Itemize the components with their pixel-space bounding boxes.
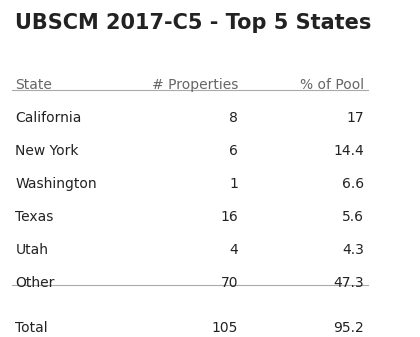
Text: Other: Other bbox=[15, 276, 55, 290]
Text: Total: Total bbox=[15, 321, 48, 335]
Text: 8: 8 bbox=[229, 111, 238, 125]
Text: 14.4: 14.4 bbox=[333, 144, 364, 158]
Text: 70: 70 bbox=[220, 276, 238, 290]
Text: 105: 105 bbox=[212, 321, 238, 335]
Text: Washington: Washington bbox=[15, 177, 97, 191]
Text: State: State bbox=[15, 78, 52, 92]
Text: 17: 17 bbox=[346, 111, 364, 125]
Text: New York: New York bbox=[15, 144, 79, 158]
Text: # Properties: # Properties bbox=[152, 78, 238, 92]
Text: Utah: Utah bbox=[15, 243, 48, 257]
Text: 95.2: 95.2 bbox=[333, 321, 364, 335]
Text: Texas: Texas bbox=[15, 210, 54, 224]
Text: UBSCM 2017-C5 - Top 5 States: UBSCM 2017-C5 - Top 5 States bbox=[15, 13, 372, 33]
Text: % of Pool: % of Pool bbox=[300, 78, 364, 92]
Text: 6: 6 bbox=[229, 144, 238, 158]
Text: 4.3: 4.3 bbox=[342, 243, 364, 257]
Text: 5.6: 5.6 bbox=[342, 210, 364, 224]
Text: 47.3: 47.3 bbox=[333, 276, 364, 290]
Text: 6.6: 6.6 bbox=[342, 177, 364, 191]
Text: 1: 1 bbox=[229, 177, 238, 191]
Text: 4: 4 bbox=[229, 243, 238, 257]
Text: California: California bbox=[15, 111, 81, 125]
Text: 16: 16 bbox=[220, 210, 238, 224]
